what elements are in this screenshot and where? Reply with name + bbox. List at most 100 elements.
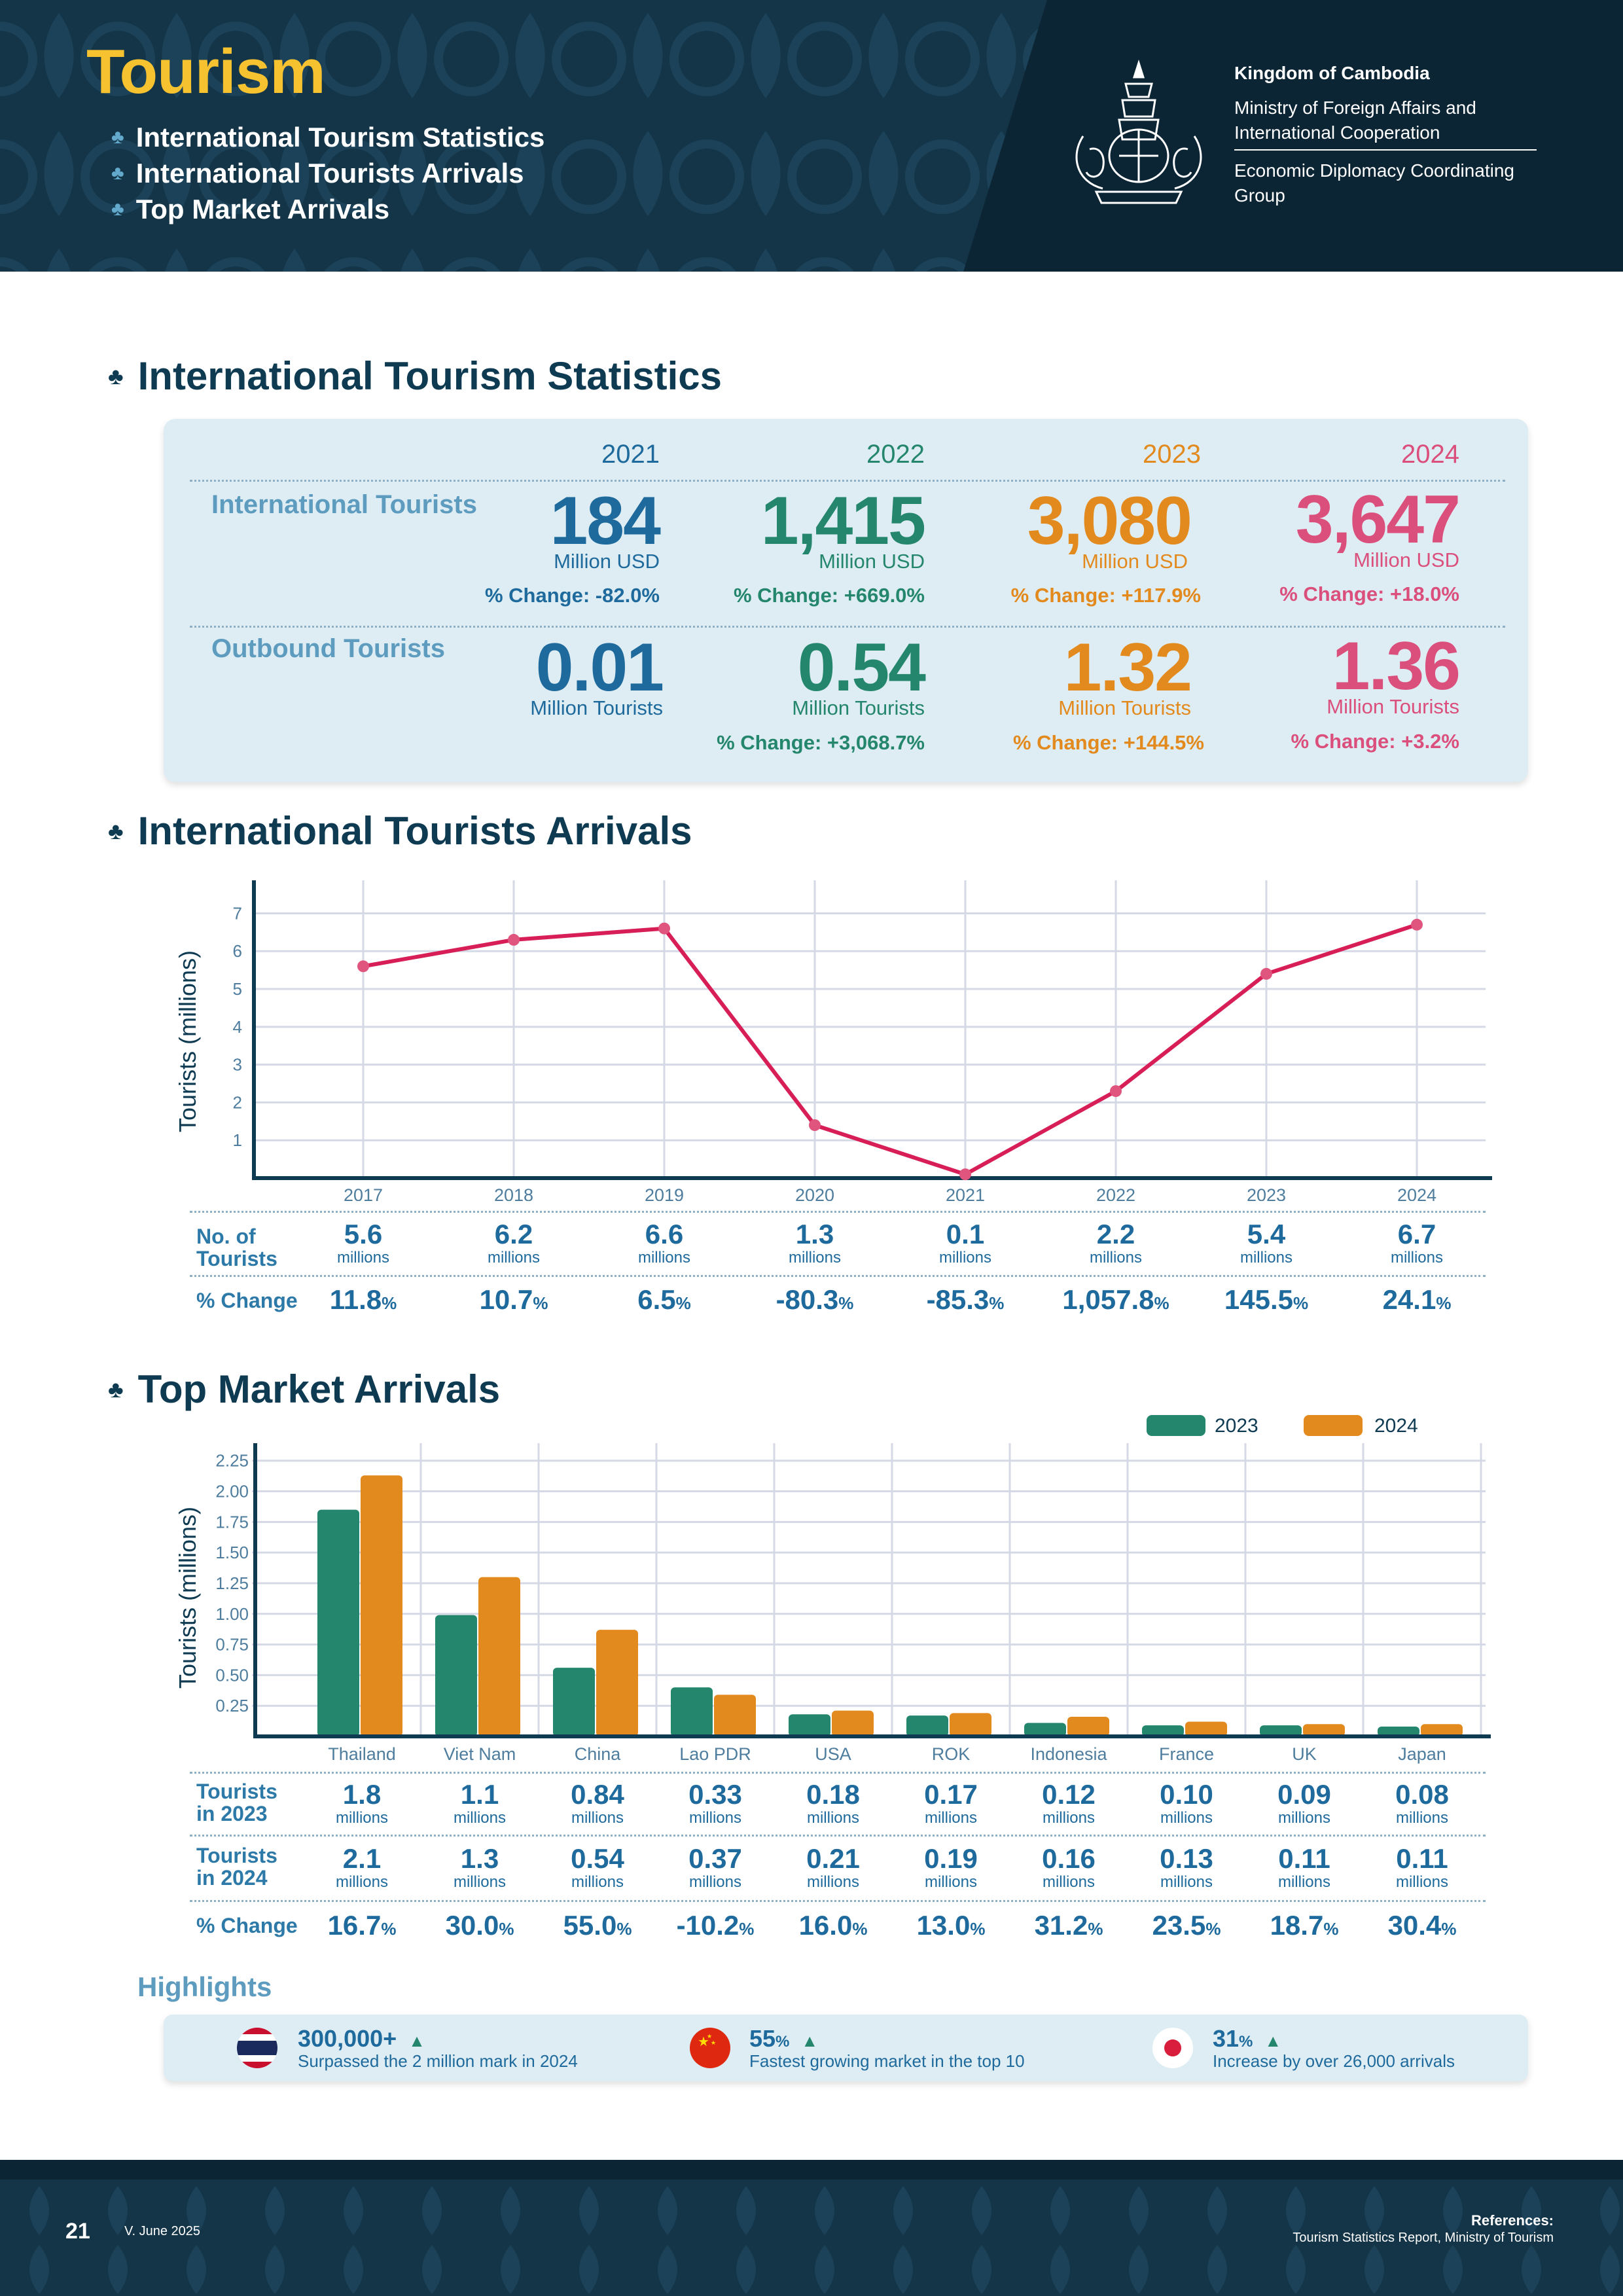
tourists-2023: 0.09: [1277, 1779, 1331, 1810]
highlight-value: 55% ▲: [749, 2025, 819, 2052]
y-tick-label: 0.75: [215, 1635, 249, 1655]
divider: [190, 480, 1505, 482]
bar-2024: [361, 1475, 402, 1736]
stats-card: International Tourists Outbound Tourists…: [164, 419, 1528, 782]
percent-change: 13.0%: [916, 1910, 986, 1941]
stat-change: % Change: +144.5%: [1012, 731, 1204, 754]
unit-label: millions: [1089, 1249, 1142, 1266]
percent-change: 23.5%: [1152, 1910, 1221, 1941]
data-point: [658, 922, 670, 935]
year-label: 2024: [1401, 440, 1459, 469]
y-axis-title: Tourists (millions): [174, 950, 201, 1132]
row-label-count: No. of Tourists: [196, 1225, 277, 1270]
header-nav-item: ♣ Top Market Arrivals: [111, 194, 390, 224]
tourists-2023: 0.84: [571, 1779, 624, 1810]
bar-2024: [1185, 1721, 1227, 1736]
bar-2023: [553, 1668, 595, 1736]
y-tick-label: 5: [233, 979, 242, 999]
bar-2024: [950, 1713, 991, 1736]
percent-change: 1,057.8%: [1062, 1284, 1169, 1315]
bar-2024: [714, 1695, 756, 1736]
tourists-2023: 0.33: [688, 1779, 742, 1810]
tourists-2023: 0.12: [1042, 1779, 1096, 1810]
x-tick-label: 2018: [494, 1185, 533, 1201]
lotus-bullet-icon: ♣: [111, 126, 124, 148]
stat-change: % Change: +3,068.7%: [717, 731, 925, 754]
x-tick-label: Thailand: [328, 1744, 396, 1764]
bar-2023: [906, 1715, 948, 1736]
unit-label: millions: [1042, 1809, 1095, 1827]
arrivals-line-chart: 1 2 3 4 5 6 7 2017 2018 2019 2020 2021 2022 2023 2024: [233, 880, 1492, 1201]
triangle-up-icon: ▲: [1264, 2031, 1282, 2051]
tourists-2024: 2.1: [342, 1843, 382, 1874]
bar-2024: [478, 1577, 520, 1736]
section-heading-arrivals: ♣ International Tourists Arrivals: [108, 809, 692, 853]
tourists-2024: 0.16: [1042, 1843, 1096, 1874]
stat-value: 1,415: [760, 483, 926, 559]
y-tick-label: 2: [233, 1092, 242, 1112]
y-tick-label: 0.25: [215, 1696, 249, 1715]
highlights-title: Highlights: [137, 1971, 272, 2002]
unit-label: millions: [1042, 1873, 1095, 1891]
stat-unit: Million USD: [1353, 548, 1459, 571]
bar-2024: [832, 1710, 874, 1736]
royal-emblem-icon: [1075, 60, 1202, 204]
row-label-international: International Tourists: [211, 490, 477, 519]
tourists-2023: 0.17: [924, 1779, 978, 1810]
org-divider: [1234, 149, 1537, 151]
bar-2023: [1378, 1727, 1419, 1736]
data-point: [809, 1119, 821, 1132]
unit-label: millions: [335, 1809, 388, 1827]
tourists-2024: 0.11: [1396, 1843, 1448, 1874]
x-tick-label: 2020: [795, 1185, 834, 1201]
bar-2023: [1024, 1723, 1066, 1736]
unit-label: millions: [924, 1809, 977, 1827]
x-tick-label: 2024: [1397, 1185, 1436, 1201]
svg-text:★: ★: [711, 2039, 716, 2046]
tourists-2023: 0.08: [1395, 1779, 1449, 1810]
stat-value: 1.32: [1063, 630, 1192, 706]
x-tick-label: France: [1158, 1744, 1215, 1764]
divider: [190, 1835, 1486, 1837]
triangle-up-icon: ▲: [801, 2031, 819, 2051]
unit-label: millions: [336, 1249, 389, 1266]
percent-change: 18.7%: [1270, 1910, 1339, 1941]
data-point: [959, 1168, 971, 1181]
stat-change: % Change: -82.0%: [484, 584, 660, 607]
unit-label: millions: [637, 1249, 690, 1266]
stat-change: % Change: +669.0%: [733, 584, 925, 607]
series-line: [363, 922, 1418, 1177]
unit-label: millions: [1160, 1873, 1213, 1891]
y-tick-label: 1: [233, 1130, 242, 1150]
stat-value: 0.54: [797, 630, 926, 706]
legend-label-2024: 2024: [1374, 1415, 1418, 1437]
tourists-2024: 0.13: [1160, 1843, 1213, 1874]
row-label-2024: Tourists in 2024: [196, 1844, 277, 1890]
china-flag: ★ ★ ★: [690, 2028, 730, 2068]
stat-value: 1.36: [1332, 628, 1461, 704]
header-pattern: [0, 0, 1047, 272]
tourists-2023: 0.10: [1160, 1779, 1213, 1810]
thailand-flag: [237, 2028, 277, 2068]
percent-change: 16.0%: [798, 1910, 868, 1941]
highlight-value: 300,000+ ▲: [298, 2025, 425, 2052]
percent-change: 30.0%: [445, 1910, 514, 1941]
unit-label: millions: [806, 1873, 859, 1891]
lotus-icon: ♣: [108, 1375, 124, 1403]
unit-label: millions: [335, 1873, 388, 1891]
percent-change: -85.3%: [926, 1284, 1005, 1315]
org-ministry: Ministry of Foreign Affairs and Internat…: [1234, 98, 1476, 143]
stat-unit: Million USD: [819, 550, 925, 573]
page-title: Tourism: [86, 37, 326, 107]
data-point: [357, 960, 369, 973]
unit-label: millions: [938, 1249, 991, 1266]
header-banner: [0, 0, 1623, 272]
stat-value: 0.01: [535, 630, 664, 706]
data-point: [508, 933, 520, 946]
tourist-count: 6.7: [1397, 1219, 1436, 1249]
section-heading-markets: ♣ Top Market Arrivals: [108, 1367, 501, 1411]
lotus-icon: ♣: [108, 817, 124, 844]
version-label: V. June 2025: [124, 2224, 201, 2238]
svg-text:★: ★: [707, 2033, 712, 2039]
y-tick-label: 3: [233, 1055, 242, 1075]
